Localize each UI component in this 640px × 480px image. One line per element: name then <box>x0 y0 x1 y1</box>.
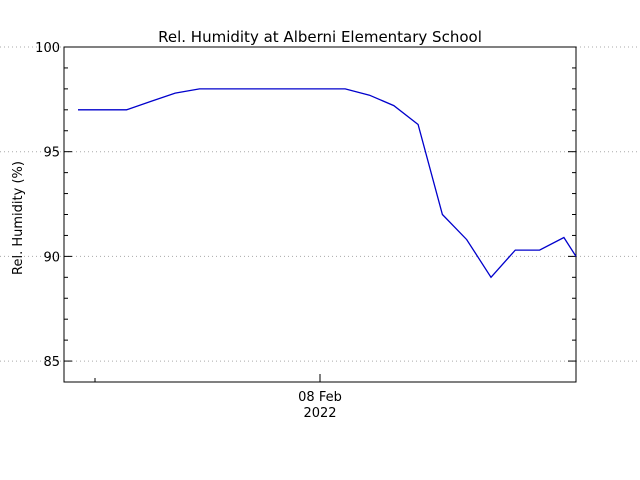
x-tick-label-year: 2022 <box>303 406 336 421</box>
y-tick-label: 95 <box>43 146 60 161</box>
plot-frame <box>63 46 577 383</box>
chart-title: Rel. Humidity at Alberni Elementary Scho… <box>158 28 482 46</box>
x-tick-label-date: 08 Feb <box>298 390 342 405</box>
y-tick-label: 85 <box>43 355 60 370</box>
y-tick-labels: 85 90 95 100 <box>35 41 60 370</box>
axis-ticks <box>64 46 576 383</box>
grid-lines <box>0 46 640 362</box>
y-axis-label: Rel. Humidity (%) <box>11 161 26 275</box>
y-tick-label: 90 <box>43 250 60 265</box>
y-tick-label: 100 <box>35 41 60 56</box>
humidity-series-line <box>78 88 577 279</box>
